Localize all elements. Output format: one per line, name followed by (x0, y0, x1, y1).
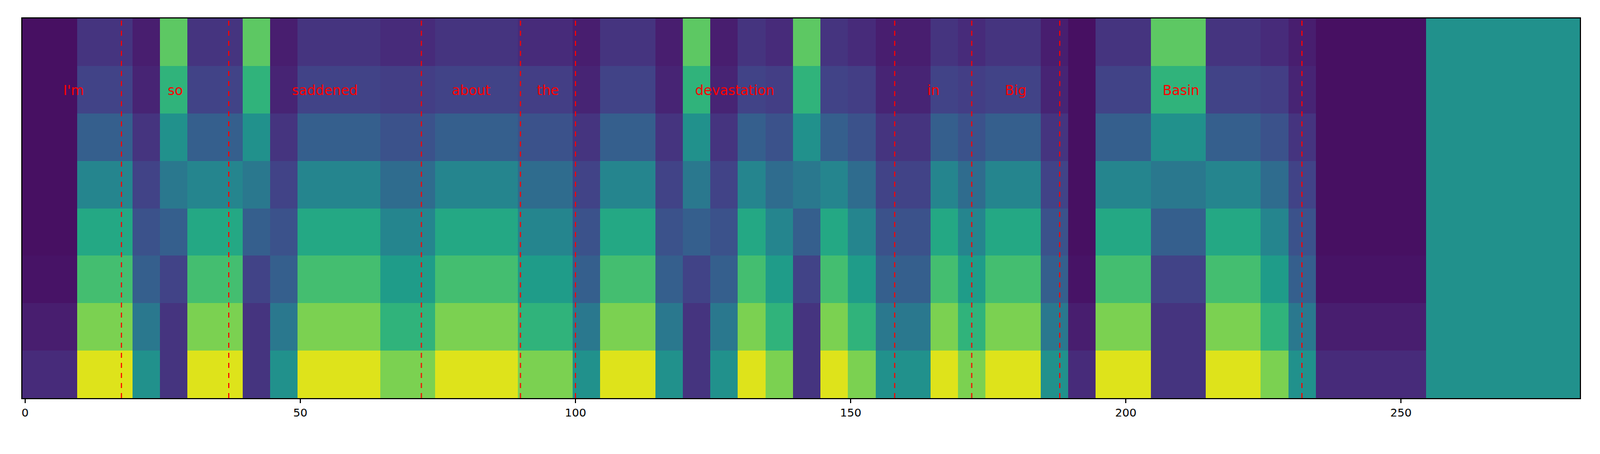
svg-text:devastation: devastation (695, 82, 775, 99)
svg-text:50: 50 (293, 406, 308, 420)
svg-text:Big: Big (1004, 82, 1027, 99)
svg-text:about: about (451, 82, 491, 99)
svg-text:Basin: Basin (1162, 82, 1200, 99)
svg-text:0: 0 (21, 406, 30, 420)
svg-text:saddened: saddened (291, 82, 358, 99)
svg-text:in: in (927, 82, 940, 99)
svg-text:the: the (536, 82, 559, 99)
svg-text:100: 100 (564, 406, 587, 420)
svg-text:150: 150 (839, 406, 862, 420)
svg-text:250: 250 (1390, 406, 1412, 420)
svg-text:so: so (167, 82, 183, 99)
svg-text:200: 200 (1115, 406, 1137, 420)
svg-text:I'm: I'm (63, 82, 84, 99)
